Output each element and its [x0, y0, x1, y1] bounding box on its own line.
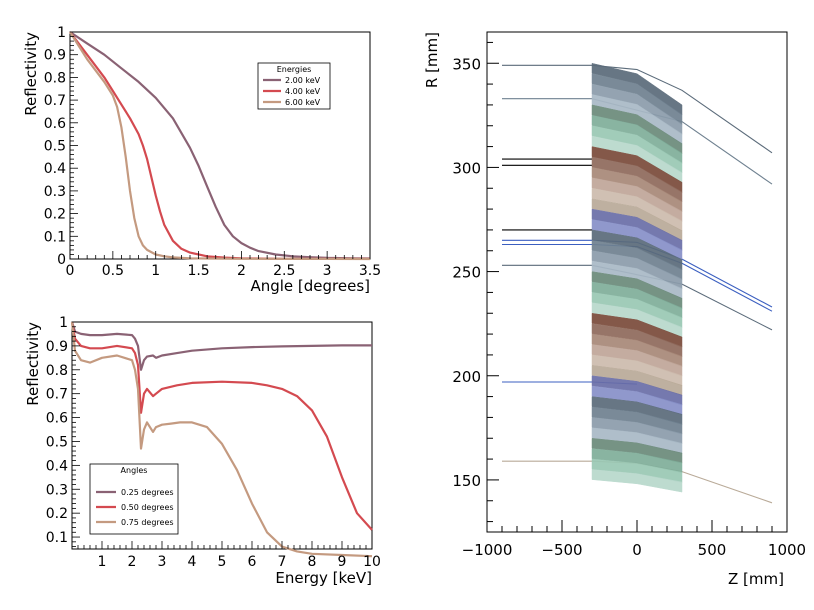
y-tick-label: 0.7: [44, 93, 66, 109]
legend: Energies 2.00 keV 4.00 keV 6.00 keV: [257, 62, 331, 110]
x-tick-label: 0: [66, 263, 75, 279]
x-axis-label: Angle [degrees]: [250, 277, 370, 295]
x-tick-label: 1000: [768, 541, 806, 559]
x-tick-label: −1000: [462, 541, 513, 559]
x-tick-label: 2: [128, 554, 137, 570]
x-tick-label: 2.5: [273, 263, 295, 279]
x-tick-label: 2: [237, 263, 246, 279]
x-tick-label: −500: [541, 541, 582, 559]
y-tick-label: 150: [452, 472, 481, 490]
legend-label: 0.75 degrees: [121, 518, 174, 527]
x-tick-label: 3: [323, 263, 332, 279]
series-group: [70, 321, 373, 558]
legend-label: 0.25 degrees: [121, 488, 174, 497]
y-tick-label: 0.2: [46, 506, 68, 522]
legend-label: 6.00 keV: [285, 98, 321, 107]
series-line-2: [70, 321, 373, 531]
y-tick-label: 350: [452, 55, 481, 73]
series-line-3: [70, 321, 373, 558]
y-tick-label: 0.1: [46, 530, 68, 546]
y-ticks: 0.1 0.2 0.3 0.4 0.5 0.6 0.7 0.8 0.9 1: [46, 315, 80, 548]
legend-title: Angles: [121, 466, 148, 475]
x-tick-label: 8: [308, 554, 317, 570]
y-ticks: 150 200 250 300 350: [452, 41, 499, 523]
y-tick-label: 0.5: [44, 139, 66, 155]
y-tick-label: 0.9: [46, 339, 68, 355]
y-ticks: 0 0.1 0.2 0.3 0.4 0.5 0.6 0.7 0.8 0.9 1: [44, 25, 78, 268]
legend-label: 2.00 keV: [285, 76, 321, 85]
legend-entries: 0.25 degrees 0.50 degrees 0.75 degrees: [96, 488, 174, 527]
y-tick-label: 0.8: [44, 70, 66, 86]
y-tick-label: 1: [57, 25, 66, 41]
legend: Angles 0.25 degrees 0.50 degrees 0.75 degr…: [89, 463, 179, 535]
legend-entries: 2.00 keV 4.00 keV 6.00 keV: [263, 76, 321, 107]
x-tick-label: 3: [158, 554, 167, 570]
y-axis-label: R [mm]: [423, 32, 441, 88]
y-tick-label: 0.2: [44, 207, 66, 223]
mirror-shell-40: [591, 469, 683, 493]
y-tick-label: 0.4: [44, 161, 66, 177]
x-tick-label: 1.5: [187, 263, 209, 279]
x-tick-label: 6: [248, 554, 257, 570]
y-tick-label: 200: [452, 368, 481, 386]
y-tick-label: 0.5: [46, 434, 68, 450]
y-tick-label: 0.8: [46, 363, 68, 379]
x-tick-label: 4: [188, 554, 197, 570]
x-ticks: −1000 −500 0 500 1000: [462, 520, 806, 559]
y-tick-label: 0.7: [46, 387, 68, 403]
legend-label: 0.50 degrees: [121, 503, 174, 512]
x-tick-label: 1: [151, 263, 160, 279]
ray-line-1: [502, 64, 773, 154]
x-tick-label: 9: [338, 554, 347, 570]
reflectivity-vs-angle-chart: 0 0.5 1 1.5 2 2.5 3 3.5 00.10.20.30.40.50.60.70…: [22, 25, 381, 295]
y-axis-label: Reflectivity: [22, 32, 40, 116]
x-tick-label: 0: [632, 541, 642, 559]
x-tick-label: 7: [278, 554, 287, 570]
x-axis-label: Z [mm]: [728, 570, 784, 588]
y-tick-label: 300: [452, 159, 481, 177]
y-axis-label: Reflectivity: [24, 322, 42, 406]
y-tick-label: 0: [57, 252, 66, 268]
y-tick-label: 0.9: [44, 48, 66, 64]
y-tick-label: 0.6: [46, 411, 68, 427]
x-ticks: 1 2 3 4 5 6 7 8 9 10: [71, 541, 381, 570]
x-tick-label: 1: [98, 554, 107, 570]
y-tick-label: 1: [59, 315, 68, 331]
y-tick-label: 250: [452, 264, 481, 282]
series-line-3: [69, 31, 371, 261]
y-tick-label: 0.6: [44, 116, 66, 132]
series-line-1: [70, 321, 372, 371]
x-tick-label: 10: [363, 554, 381, 570]
x-tick-label: 5: [218, 554, 227, 570]
legend-label: 4.00 keV: [285, 87, 321, 96]
y-tick-label: 0.3: [44, 184, 66, 200]
y-tick-label: 0.3: [46, 482, 68, 498]
y-tick-label: 0.4: [46, 458, 68, 474]
mirror-shells: [591, 62, 683, 493]
x-tick-label: 500: [698, 541, 727, 559]
legend-title: Energies: [277, 65, 312, 74]
x-tick-label: 3.5: [359, 263, 381, 279]
x-ticks: 0 0.5 1 1.5 2 2.5 3 3.5: [66, 251, 381, 279]
x-tick-label: 0.5: [102, 263, 124, 279]
y-tick-label: 0.1: [44, 229, 66, 245]
reflectivity-vs-energy-chart: 1 2 3 4 5 6 7 8 9 10 0.1 0.2 0.3 0.4 0.5 0.6 0.7 0.8 0.9 1…: [24, 315, 381, 587]
x-axis-label: Energy [keV]: [275, 569, 372, 587]
mirror-shells-chart: −1000 −500 0 500 1000 150 200 250 300 350 Z [mm]…: [423, 31, 806, 588]
